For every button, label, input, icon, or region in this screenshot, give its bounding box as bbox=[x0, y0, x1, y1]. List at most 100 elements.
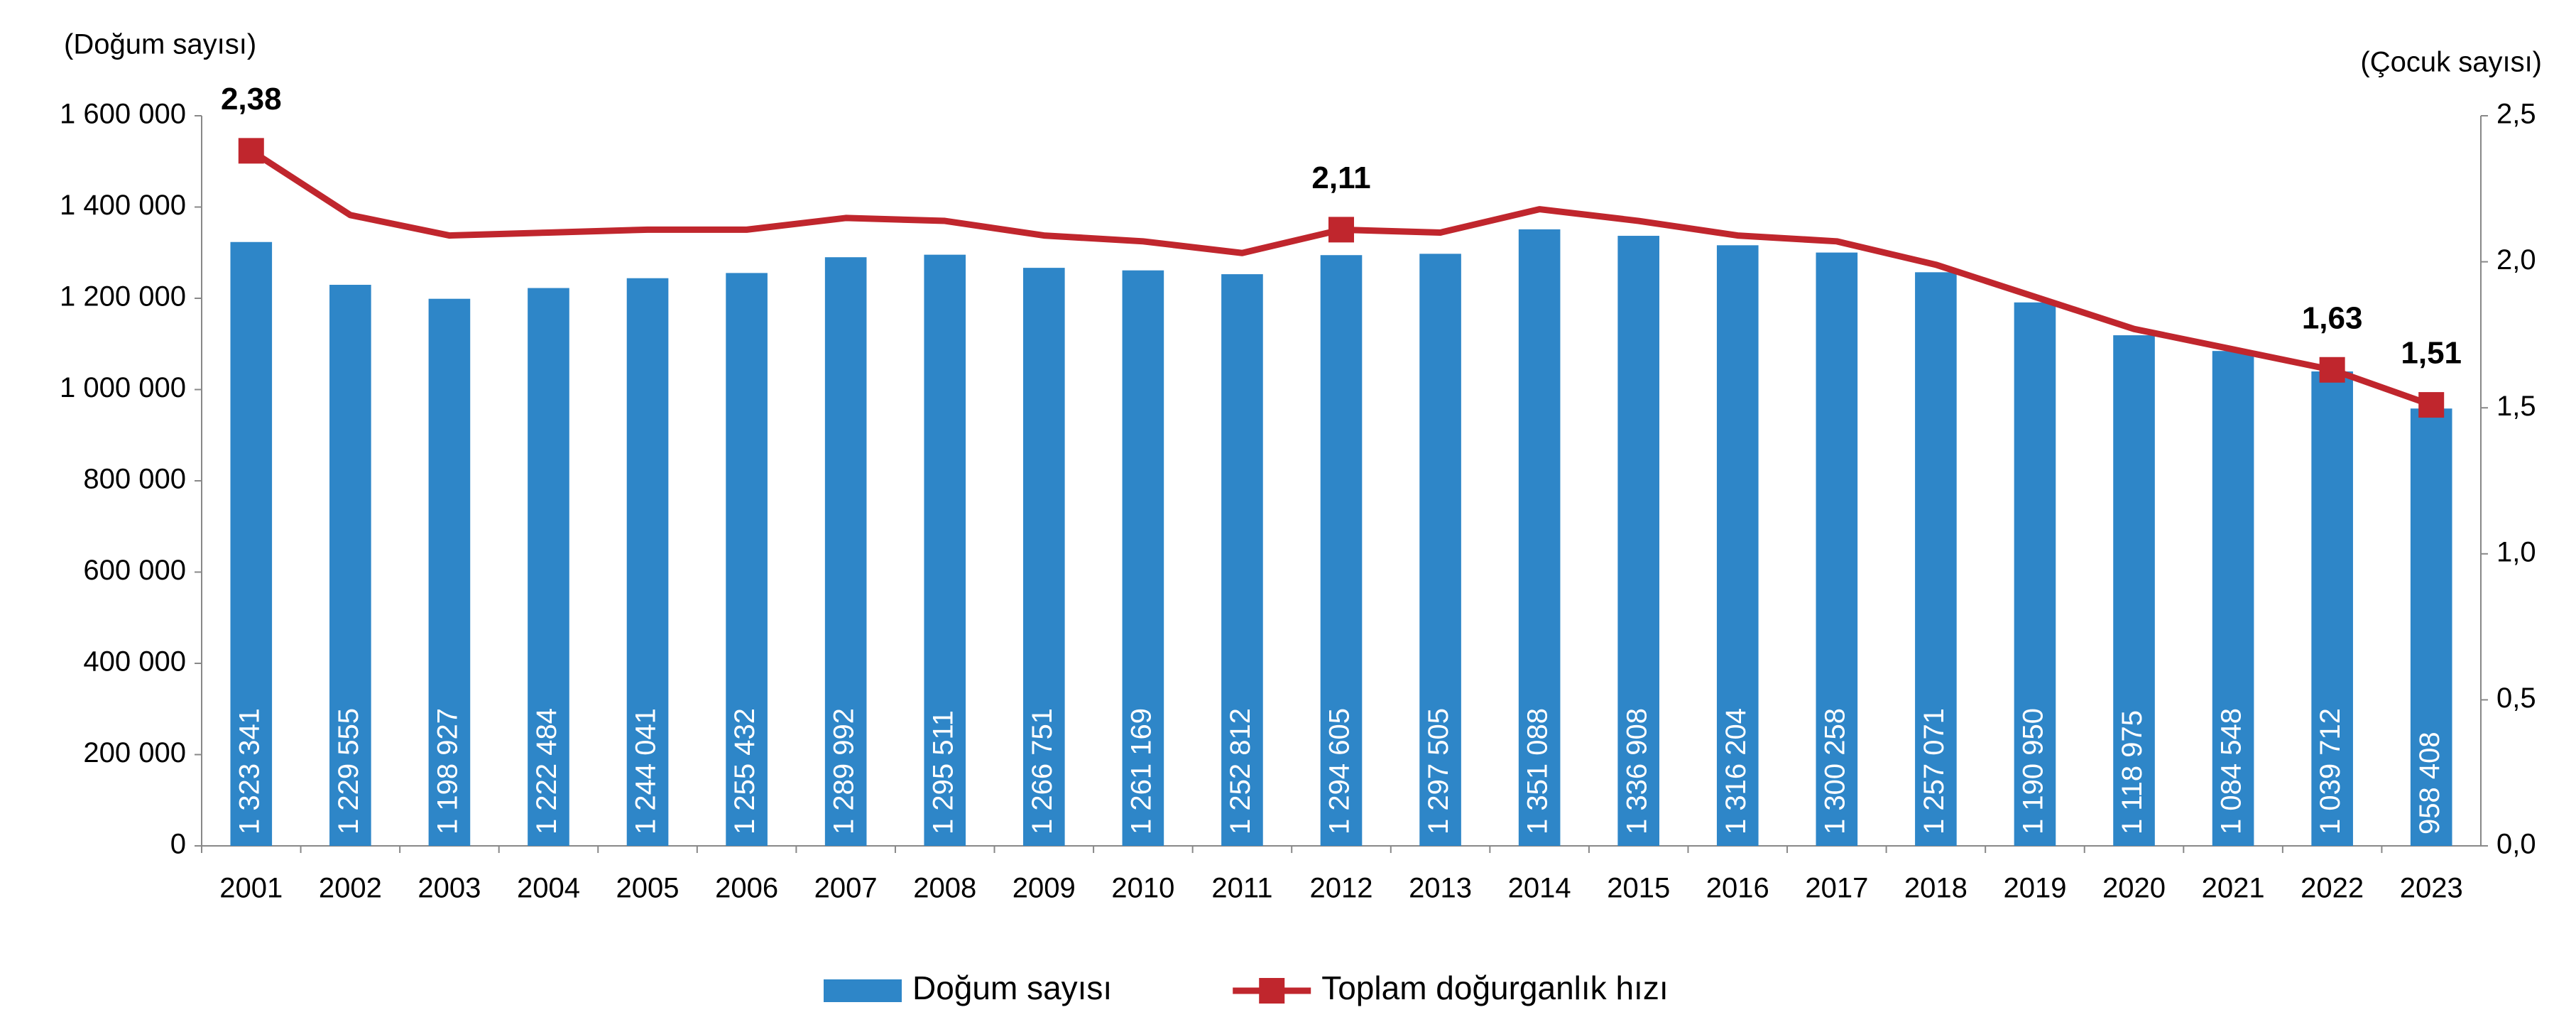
line-value-label: 1,51 bbox=[2401, 336, 2462, 371]
x-tick-label: 2019 bbox=[2003, 873, 2066, 904]
bar-value-label: 1 084 548 bbox=[2216, 708, 2247, 835]
y-tick-label: 200 000 bbox=[83, 737, 186, 768]
y-tick-label: 1 200 000 bbox=[60, 281, 186, 312]
line-marker bbox=[2319, 357, 2345, 383]
bar-value-label: 1 336 908 bbox=[1621, 708, 1652, 835]
x-tick-label: 2001 bbox=[219, 873, 283, 904]
bar-value-label: 1 222 484 bbox=[531, 708, 562, 835]
bar-value-label: 1 190 950 bbox=[2018, 708, 2049, 835]
x-tick-label: 2013 bbox=[1409, 873, 1472, 904]
y2-tick-label: 2,0 bbox=[2496, 244, 2536, 276]
bar bbox=[924, 254, 966, 847]
y2-tick-label: 0,0 bbox=[2496, 829, 2536, 860]
bar bbox=[2410, 408, 2452, 846]
y-tick-label: 800 000 bbox=[83, 464, 186, 495]
x-tick-label: 2014 bbox=[1508, 873, 1571, 904]
bar bbox=[230, 241, 273, 846]
x-tick-label: 2018 bbox=[1904, 873, 1968, 904]
x-tick-label: 2006 bbox=[715, 873, 778, 904]
bar bbox=[1716, 245, 1759, 846]
x-tick-label: 2017 bbox=[1805, 873, 1868, 904]
legend-swatch-marker bbox=[1259, 978, 1285, 1004]
x-tick-label: 2009 bbox=[1013, 873, 1076, 904]
x-tick-label: 2002 bbox=[319, 873, 382, 904]
x-tick-label: 2011 bbox=[1211, 873, 1272, 904]
x-tick-label: 2005 bbox=[616, 873, 680, 904]
line-value-label: 2,11 bbox=[1311, 161, 1370, 195]
bar-value-label: 1 198 927 bbox=[432, 708, 463, 835]
x-tick-label: 2003 bbox=[417, 873, 481, 904]
y2-tick-label: 1,5 bbox=[2496, 391, 2536, 422]
x-tick-label: 2016 bbox=[1706, 873, 1769, 904]
x-tick-label: 2010 bbox=[1111, 873, 1174, 904]
bar-value-label: 1 229 555 bbox=[333, 708, 364, 835]
bar bbox=[329, 285, 371, 846]
bar bbox=[1022, 268, 1065, 846]
bar-value-label: 1 300 258 bbox=[1819, 708, 1850, 835]
bar-value-label: 1 039 712 bbox=[2315, 708, 2346, 835]
bar bbox=[528, 288, 569, 846]
bar-value-label: 1 351 088 bbox=[1522, 708, 1554, 835]
y-axis-label: (Doğum sayısı) bbox=[64, 29, 256, 60]
bar bbox=[2212, 351, 2254, 846]
legend-label: Toplam doğurganlık hızı bbox=[1321, 969, 1668, 1006]
legend-label: Doğum sayısı bbox=[912, 969, 1112, 1006]
x-tick-label: 2022 bbox=[2301, 873, 2364, 904]
bar-value-label: 1 294 605 bbox=[1324, 708, 1355, 835]
bar bbox=[2113, 335, 2155, 846]
line-marker bbox=[238, 138, 264, 164]
bar bbox=[626, 278, 669, 847]
bar-value-label: 1 295 511 bbox=[927, 710, 959, 835]
bar bbox=[1221, 274, 1263, 846]
bar bbox=[1816, 252, 1858, 846]
x-tick-label: 2023 bbox=[2400, 873, 2463, 904]
x-tick-label: 2012 bbox=[1310, 873, 1373, 904]
bar-value-label: 1 266 751 bbox=[1027, 708, 1058, 835]
line-marker bbox=[1328, 217, 1354, 243]
bar bbox=[2311, 371, 2353, 846]
x-tick-label: 2021 bbox=[2202, 873, 2265, 904]
legend-swatch bbox=[824, 979, 902, 1002]
bar-value-label: 1 323 341 bbox=[234, 708, 265, 835]
bar-value-label: 1 255 432 bbox=[729, 708, 760, 835]
y2-axis-label: (Çocuk sayısı) bbox=[2360, 47, 2542, 78]
x-tick-label: 2015 bbox=[1607, 873, 1670, 904]
bar-value-label: 1 257 071 bbox=[1919, 708, 1950, 835]
y-tick-label: 1 600 000 bbox=[60, 99, 186, 130]
bar bbox=[1518, 229, 1561, 846]
y-tick-label: 1 400 000 bbox=[60, 190, 186, 221]
bar bbox=[428, 298, 471, 846]
x-tick-label: 2007 bbox=[814, 873, 878, 904]
bar-value-label: 1 244 041 bbox=[631, 708, 662, 835]
bar-value-label: 1 289 992 bbox=[829, 708, 860, 835]
bar bbox=[1419, 254, 1461, 846]
bar bbox=[1915, 272, 1957, 846]
line-value-label: 1,63 bbox=[2302, 300, 2363, 335]
line-marker bbox=[2418, 392, 2445, 418]
x-tick-label: 2008 bbox=[913, 873, 976, 904]
y-tick-label: 400 000 bbox=[83, 646, 186, 678]
y-tick-label: 600 000 bbox=[83, 555, 186, 586]
y2-tick-label: 2,5 bbox=[2496, 99, 2536, 130]
bar bbox=[1617, 236, 1660, 846]
y-tick-label: 0 bbox=[170, 829, 186, 860]
bar-value-label: 1 261 169 bbox=[1125, 708, 1157, 835]
bar bbox=[2014, 302, 2056, 846]
bar bbox=[1320, 255, 1363, 846]
bar bbox=[726, 273, 768, 846]
bar-value-label: 958 408 bbox=[2414, 732, 2445, 835]
y2-tick-label: 1,0 bbox=[2496, 536, 2536, 567]
bar-value-label: 1 316 204 bbox=[1720, 708, 1752, 835]
bar-value-label: 1 297 505 bbox=[1423, 708, 1454, 835]
bar-value-label: 1 252 812 bbox=[1225, 708, 1256, 835]
y-tick-label: 1 000 000 bbox=[60, 372, 186, 403]
x-tick-label: 2004 bbox=[517, 873, 580, 904]
bar-value-label: 1 118 975 bbox=[2117, 710, 2148, 835]
y2-tick-label: 0,5 bbox=[2496, 683, 2536, 714]
bar bbox=[1122, 270, 1164, 846]
bar bbox=[824, 257, 867, 846]
x-tick-label: 2020 bbox=[2102, 873, 2166, 904]
line-value-label: 2,38 bbox=[221, 82, 282, 116]
